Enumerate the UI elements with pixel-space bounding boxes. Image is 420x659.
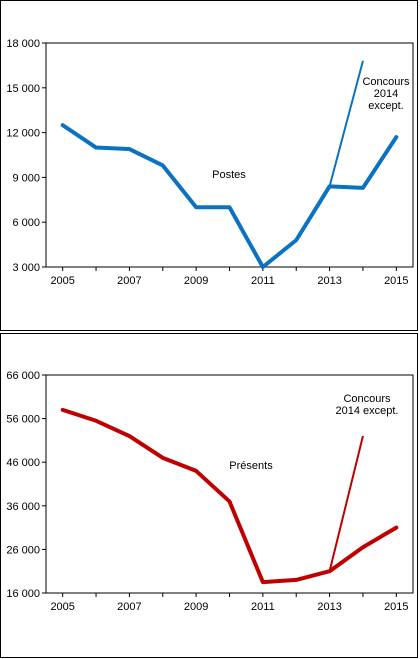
x-tick-label: 2015 xyxy=(384,601,408,613)
extra-series-line xyxy=(328,435,364,572)
extra-series-label: except. xyxy=(368,100,403,112)
series-label: Présents xyxy=(229,460,273,472)
extra-series-line xyxy=(328,60,364,187)
x-tick-label: 2013 xyxy=(317,601,341,613)
extra-series-label: 2014 xyxy=(374,88,398,100)
x-tick-label: 2011 xyxy=(251,275,275,287)
extra-series-label: Concours xyxy=(343,393,391,405)
y-tick-label: 66 000 xyxy=(6,370,40,382)
y-tick-label: 6 000 xyxy=(12,217,40,229)
series-label: Postes xyxy=(212,169,246,181)
chart-presents: 16 000 26 000 36 000 46 000 56 000 66 000 2005… xyxy=(6,370,414,613)
chart-postes: 3 000 6 000 9 000 12 000 15 000 18 000 2005 200… xyxy=(6,38,414,287)
y-tick-label: 56 000 xyxy=(6,414,40,426)
y-tick-label: 15 000 xyxy=(6,83,40,95)
y-tick-label: 18 000 xyxy=(6,38,40,50)
y-tick-label: 12 000 xyxy=(6,128,40,140)
series-line xyxy=(60,123,399,269)
x-tick-label: 2007 xyxy=(117,601,141,613)
x-tick-label: 2015 xyxy=(384,275,408,287)
x-tick-label: 2009 xyxy=(184,275,208,287)
chart-panel-presents: 16 000 26 000 36 000 46 000 56 000 66 000 2005… xyxy=(0,333,418,658)
extra-series-label: Concours xyxy=(362,76,410,88)
x-tick-label: 2009 xyxy=(184,601,208,613)
x-tick-label: 2005 xyxy=(50,601,74,613)
y-tick-label: 16 000 xyxy=(6,588,40,600)
x-tick-label: 2013 xyxy=(317,275,341,287)
x-tick-label: 2007 xyxy=(117,275,141,287)
y-tick-label: 3 000 xyxy=(12,262,40,274)
x-tick-label: 2011 xyxy=(251,601,275,613)
y-tick-label: 36 000 xyxy=(6,501,40,513)
y-tick-label: 9 000 xyxy=(12,172,40,184)
x-tick-label: 2005 xyxy=(50,275,74,287)
y-tick-label: 46 000 xyxy=(6,457,40,469)
extra-series-label: 2014 except. xyxy=(336,405,399,417)
chart-panel-postes: 3 000 6 000 9 000 12 000 15 000 18 000 2005 200… xyxy=(0,0,418,331)
series-line xyxy=(60,407,399,585)
y-tick-label: 26 000 xyxy=(6,544,40,556)
